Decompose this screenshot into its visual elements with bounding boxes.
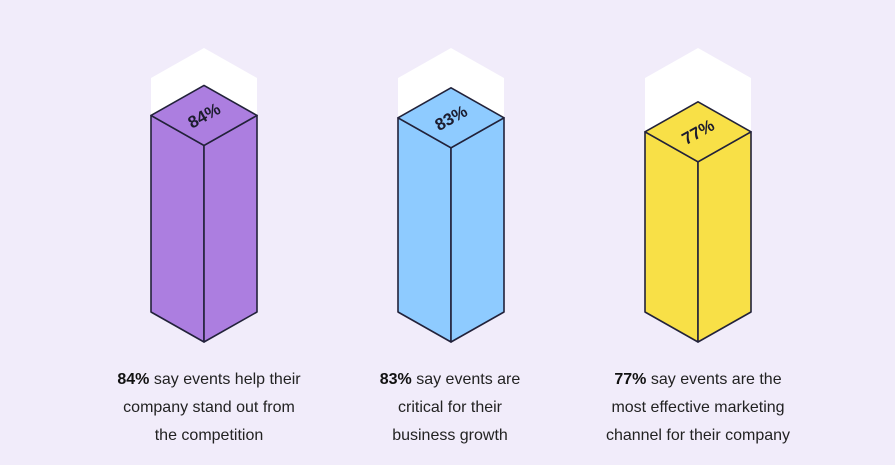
caption-3-line-3: channel for their company xyxy=(605,427,791,444)
bar-2: 83% xyxy=(397,48,505,343)
bar-3-top-face xyxy=(644,101,752,163)
bar-1-top-face xyxy=(150,84,258,147)
caption-3-line-1: say events are the xyxy=(650,371,782,388)
bar-3: 77% xyxy=(644,48,752,343)
caption-1-pct: 84% xyxy=(117,371,150,388)
caption-2-line-1: say events are xyxy=(416,371,521,388)
caption-2-line-2: critical for their xyxy=(397,399,503,416)
caption-1: 84% say events help their company stand … xyxy=(79,366,339,450)
caption-1-line-1: say events help their xyxy=(153,371,301,388)
caption-1-line-3: the competition xyxy=(154,427,264,444)
bar-3-right-face xyxy=(697,131,752,343)
bar-1-left-face xyxy=(150,114,205,343)
caption-3-line-2: most effective marketing xyxy=(611,399,785,416)
caption-2-line-3: business growth xyxy=(392,427,508,444)
caption-2-pct: 83% xyxy=(379,371,412,388)
bar-1-right-face xyxy=(203,114,258,343)
caption-3-pct: 77% xyxy=(614,371,647,388)
bar-1: 84% xyxy=(150,48,258,343)
bar-2-left-face xyxy=(397,116,452,343)
bar-3-left-face xyxy=(644,131,699,343)
bar-2-top-face xyxy=(397,86,505,149)
caption-3: 77% say events are the most effective ma… xyxy=(568,366,828,450)
bar-2-right-face xyxy=(450,116,505,343)
caption-1-line-2: company stand out from xyxy=(123,399,295,416)
caption-2: 83% say events are critical for their bu… xyxy=(320,366,580,450)
